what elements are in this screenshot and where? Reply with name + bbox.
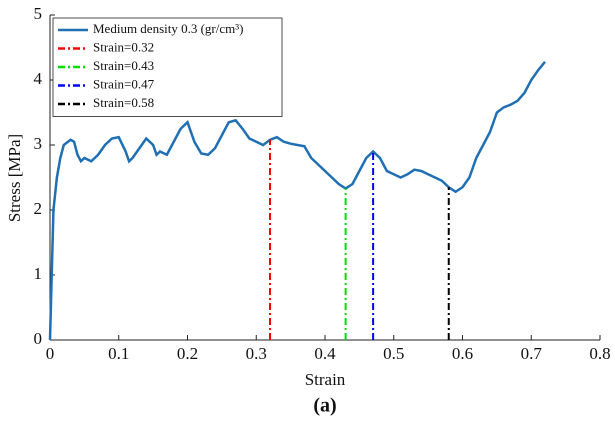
x-tick-label: 0.2 — [177, 344, 198, 363]
x-axis-label: Strain — [305, 370, 346, 389]
y-tick-label: 3 — [34, 134, 43, 153]
x-tick-label: 0.5 — [383, 344, 404, 363]
x-tick-label: 0.3 — [246, 344, 267, 363]
legend-label: Strain=0.43 — [93, 58, 154, 73]
y-tick-label: 0 — [34, 329, 43, 348]
legend-box — [52, 17, 283, 117]
y-tick-label: 5 — [34, 4, 43, 23]
y-axis-label: Stress [MPa] — [5, 134, 24, 222]
x-tick-label: 0.7 — [521, 344, 543, 363]
legend-label: Medium density 0.3 (gr/cm³) — [93, 21, 243, 36]
legend-label: Strain=0.47 — [93, 76, 155, 91]
x-tick-label: 0.1 — [108, 344, 129, 363]
x-tick-label: 0.4 — [314, 344, 336, 363]
y-tick-label: 4 — [34, 69, 43, 88]
x-tick-label: 0 — [46, 344, 55, 363]
legend-label: Strain=0.32 — [93, 39, 154, 54]
x-tick-label: 0.8 — [589, 344, 610, 363]
y-tick-label: 1 — [34, 264, 43, 283]
caption: (a) — [313, 395, 336, 417]
x-tick-label: 0.6 — [452, 344, 473, 363]
series-line — [48, 61, 546, 341]
legend-label: Strain=0.58 — [93, 95, 154, 110]
y-tick-label: 2 — [34, 199, 43, 218]
